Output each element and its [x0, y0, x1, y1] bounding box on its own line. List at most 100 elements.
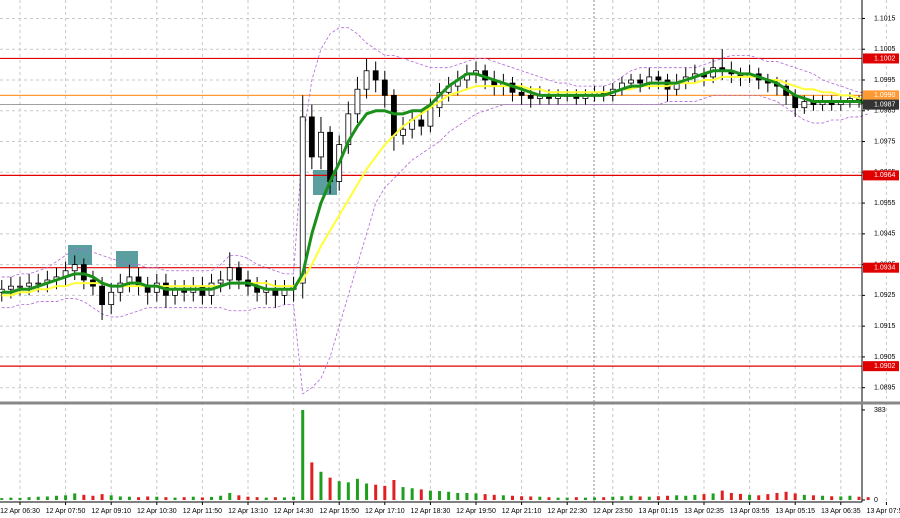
candle-body — [299, 116, 306, 284]
volume-bar — [392, 480, 396, 500]
volume-bar — [611, 496, 615, 500]
candle-body — [427, 107, 434, 127]
volume-bar — [45, 496, 49, 500]
candle-body — [26, 282, 33, 287]
x-tick-label: 12 Apr 10:30 — [137, 508, 177, 515]
signal-marker — [116, 251, 138, 267]
price-tag — [863, 99, 899, 110]
axis-labels: 1.08951.09051.09151.09251.09351.09451.09… — [0, 15, 900, 515]
volume-bar — [100, 494, 104, 500]
volume-bar — [282, 497, 286, 500]
volume-bar — [82, 494, 86, 500]
y-tick-label: 1.1015 — [874, 15, 896, 22]
volume-bar — [310, 462, 314, 500]
volume-bar — [301, 409, 305, 500]
volume-bar — [9, 497, 13, 500]
price-tag-label: 1.0934 — [874, 265, 896, 272]
x-tick-label: 12 Apr 07:50 — [46, 508, 86, 515]
volume-bar — [346, 482, 350, 500]
price-tag — [863, 170, 899, 181]
volume-bar — [675, 495, 679, 500]
plot-area — [0, 27, 872, 500]
volume-bar — [538, 496, 542, 500]
candle-body — [400, 128, 406, 136]
candle-body — [99, 285, 105, 306]
volume-bar — [155, 496, 159, 500]
volume-bar — [583, 497, 587, 500]
candle-body — [80, 264, 87, 281]
volume-bar — [474, 493, 478, 500]
volume-bar — [748, 494, 752, 500]
y-tick-label: 1.0925 — [874, 292, 896, 299]
volume-bar — [501, 495, 505, 500]
volume-bar — [574, 497, 578, 500]
volume-bar — [36, 496, 40, 500]
candle-body — [17, 285, 23, 288]
volume-bar — [365, 483, 369, 500]
volume-bar — [547, 497, 551, 500]
volume-bar — [702, 494, 706, 500]
candle-body — [318, 131, 324, 158]
volume-bar — [802, 494, 806, 500]
volume-bar — [821, 495, 825, 500]
x-tick-label: 12 Apr 06:30 — [0, 508, 40, 515]
volume-bar — [319, 471, 323, 500]
candle-body — [655, 76, 662, 81]
x-tick-label: 13 Apr 02:35 — [684, 508, 724, 515]
x-tick-label: 12 Apr 09:10 — [91, 508, 131, 515]
price-tag-label: 1.0902 — [874, 363, 896, 370]
volume-bar — [620, 496, 624, 500]
x-tick-label: 12 Apr 23:50 — [593, 508, 633, 515]
volume-bar — [784, 491, 788, 500]
volume-bar — [200, 497, 204, 500]
volume-bar — [447, 491, 451, 500]
volume-bar — [191, 496, 195, 500]
volume-bar — [73, 493, 77, 500]
candle-body — [108, 291, 115, 306]
y-tick-label: 1.0985 — [874, 108, 896, 115]
volume-bar — [146, 496, 150, 500]
x-tick-label: 13 Apr 06:35 — [821, 508, 861, 515]
volume-bar — [246, 496, 250, 500]
volume-bar — [693, 494, 697, 500]
y-tick-label: 1.1005 — [874, 46, 896, 53]
x-tick-label: 12 Apr 11:50 — [183, 508, 222, 515]
price-tag — [863, 90, 899, 101]
volume-bar — [656, 496, 660, 500]
signal-marker — [68, 245, 92, 265]
volume-bar — [602, 497, 606, 500]
volume-bar — [328, 477, 332, 500]
volume-bar — [173, 497, 177, 500]
volume-bar — [510, 495, 514, 500]
candle-body — [637, 79, 644, 84]
x-tick-label: 13 Apr 05:15 — [775, 508, 815, 515]
volume-bar — [64, 495, 68, 500]
y-tick-label: 1.0975 — [874, 138, 896, 145]
volume-bar — [757, 495, 761, 500]
candle-body — [418, 119, 425, 127]
volume-bar — [428, 490, 432, 500]
volume-bar — [811, 495, 815, 500]
volume-bar — [556, 497, 560, 500]
volume-bar — [292, 496, 296, 500]
volume-bar — [684, 495, 688, 500]
volume-bar — [137, 497, 141, 500]
y-tick-label: 1.0995 — [874, 77, 896, 84]
volume-bar — [264, 497, 268, 500]
candle-body — [372, 70, 379, 81]
volume-bar — [419, 489, 423, 500]
x-tick-label: 12 Apr 15:50 — [319, 508, 359, 515]
price-tag-label: 1.0964 — [874, 172, 896, 179]
volume-bar — [866, 497, 870, 500]
volume-bar — [383, 485, 387, 500]
volume-bar — [91, 495, 95, 500]
volume-bar — [0, 498, 4, 500]
x-tick-label: 12 Apr 14:30 — [274, 508, 314, 515]
volume-bar — [355, 478, 359, 500]
candle-body — [35, 282, 42, 285]
volume-bar — [273, 497, 277, 500]
volume-bar — [793, 493, 797, 500]
x-tick-label: 13 Apr 03:55 — [730, 508, 770, 515]
volume-bar — [520, 496, 524, 500]
